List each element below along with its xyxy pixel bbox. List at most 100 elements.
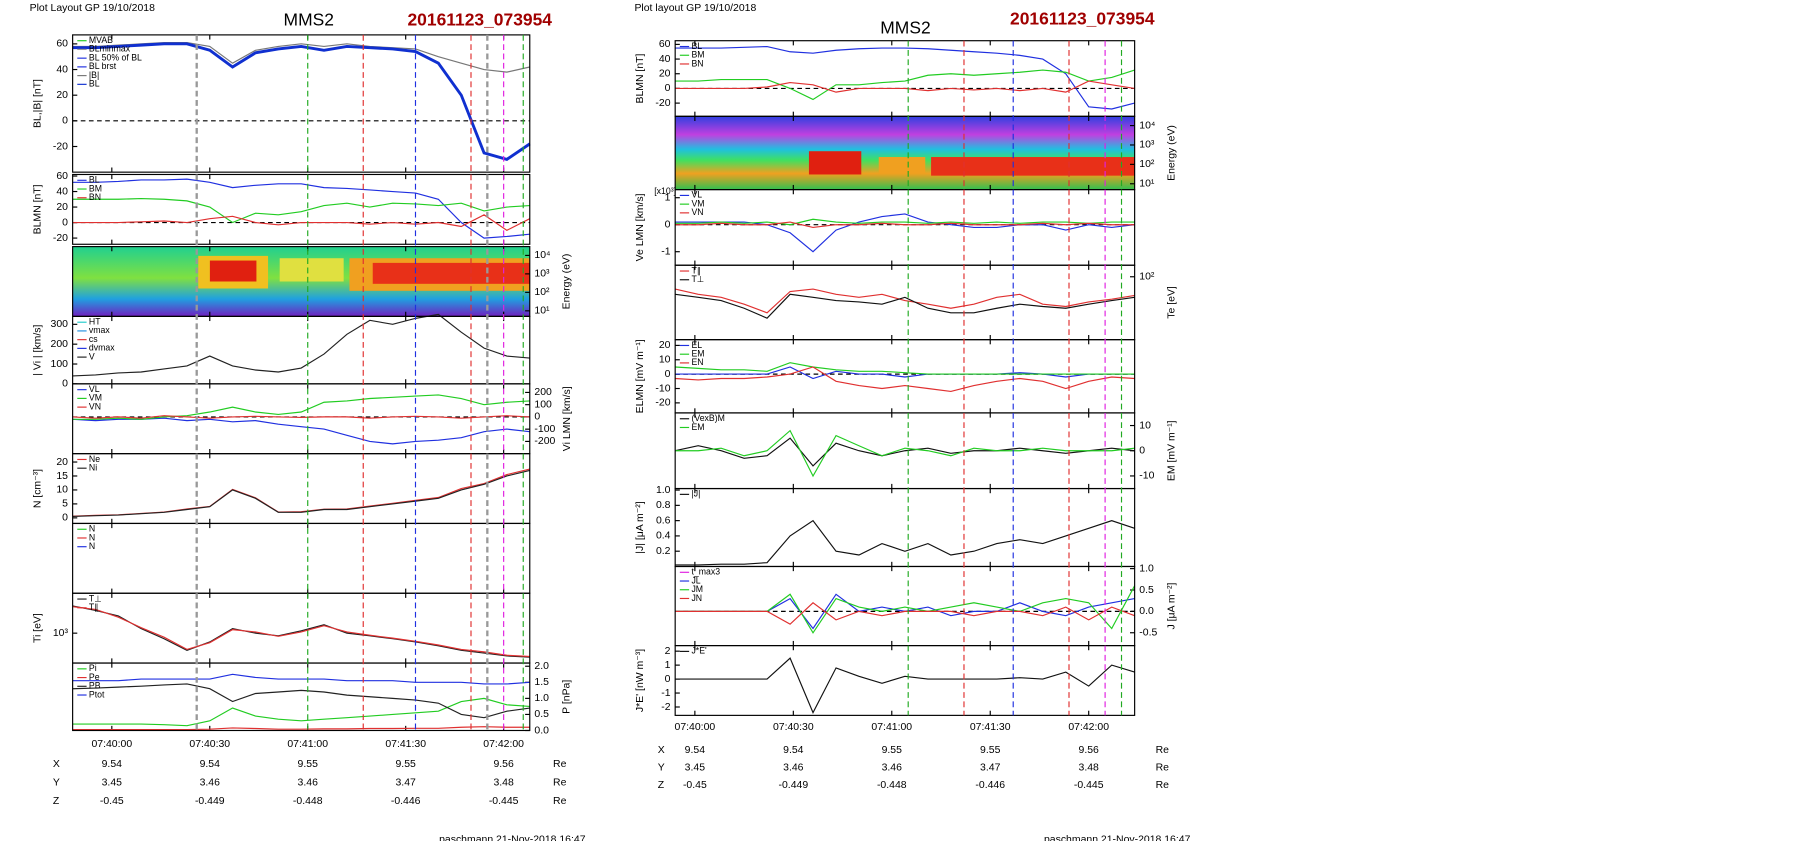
y-axis-label: BLMN [nT]: [635, 53, 646, 103]
legend-label: BL 50% of BL: [89, 52, 142, 62]
y-tick-label: -2: [661, 702, 670, 713]
x-tick-label: 07:40:30: [773, 722, 814, 733]
y-tick-label: 0.8: [656, 500, 671, 511]
ephemeris-value: -0.446: [975, 780, 1005, 791]
legend-label: |J|: [691, 489, 700, 499]
series-line: [675, 366, 1135, 380]
legend-label: BM: [89, 183, 102, 193]
y-tick-label: -20: [655, 98, 670, 109]
legend-label: EL: [691, 340, 702, 350]
panel-background: [675, 340, 1134, 413]
series-line: [72, 415, 530, 419]
legend-label: BL: [89, 175, 100, 185]
series-line: [675, 585, 1136, 634]
series-line: [72, 394, 530, 420]
legend-label: JN: [691, 593, 702, 603]
panel-frame: [72, 34, 531, 173]
series-line: [675, 366, 1135, 393]
series-line: [72, 197, 530, 224]
series-line: [72, 469, 530, 518]
y-tick-label: 0.2: [656, 546, 671, 557]
spectrogram-right: [675, 116, 1135, 190]
x-tick-label: 07:42:00: [483, 739, 524, 750]
panel-frame: [674, 487, 1136, 568]
ephemeris-name: X: [53, 759, 60, 770]
legend-label: VL: [691, 190, 702, 200]
y-tick-label: 10: [56, 485, 68, 496]
ephemeris-value: -0.448: [877, 780, 907, 791]
legend-label: JL: [691, 575, 700, 585]
panel: -2 -1 0 1 2 J*E' [nW m⁻³] J*E': [635, 644, 1136, 716]
ephemeris-value: 3.45: [102, 778, 123, 789]
y-tick-label: 200: [534, 387, 552, 398]
y-axis-label: ELMN [mV m⁻¹]: [635, 339, 646, 413]
legend-label: T⊥: [691, 274, 704, 284]
y-tick-label: 0: [665, 219, 671, 230]
ephemeris-value: 3.45: [685, 762, 706, 773]
legend-label: BN: [691, 58, 703, 68]
plot-header: Plot Layout GP 19/10/2018: [30, 3, 156, 14]
ephemeris-value: -0.45: [100, 796, 124, 807]
ephemeris-unit: Re: [1156, 762, 1170, 773]
legend-label: |B|: [89, 70, 99, 80]
y-tick-label: 1.0: [1139, 563, 1154, 574]
y-tick-label: 10⁴: [534, 250, 550, 261]
legend-label: dvmax: [89, 343, 115, 353]
y-axis-label: Vi LMN [km/s]: [562, 386, 573, 451]
legend-label: J*E': [691, 646, 707, 656]
series-line: [675, 218, 1135, 226]
ephemeris-value: 3.46: [298, 778, 319, 789]
y-tick-label: 0: [62, 217, 68, 228]
legend-label: BM: [691, 50, 704, 60]
ephemeris-unit: Re: [1156, 780, 1170, 791]
ephemeris-value: 9.55: [396, 759, 417, 770]
y-tick-label: 0.5: [534, 709, 549, 720]
y-tick-label: 0.6: [656, 515, 671, 526]
legend-label: Pi: [89, 663, 97, 673]
y-tick-label: 0.0: [1139, 606, 1154, 617]
y-axis-label: | Vi | [km/s]: [33, 324, 44, 375]
series-line: [72, 468, 530, 517]
ephemeris-unit: Re: [553, 759, 567, 770]
legend-label: BL brst: [89, 61, 117, 71]
y-tick-label: 10²: [1139, 272, 1155, 283]
y-tick-label: -200: [534, 436, 555, 447]
ephemeris-value: 9.55: [882, 745, 903, 756]
legend-label: V: [89, 351, 95, 361]
legend-label: VM: [691, 198, 704, 208]
spectrogram-left: [72, 246, 530, 317]
y-axis-label: J*E' [nW m⁻³]: [635, 649, 646, 712]
y-tick-label: 60: [56, 171, 68, 182]
legend-label: T⊥: [89, 593, 102, 603]
y-axis-label: Energy (eV): [1167, 125, 1178, 181]
y-tick-label: 0: [62, 513, 68, 524]
run-id: 20161123_073954: [1010, 8, 1155, 28]
panel-background: [675, 489, 1134, 567]
legend-label: (VexB)M: [691, 413, 724, 423]
ephemeris-value: 3.48: [1079, 762, 1100, 773]
y-tick-label: -1: [661, 688, 670, 699]
y-tick-label: 10: [659, 355, 671, 366]
y-tick-label: -20: [53, 233, 68, 244]
panel: NNN: [72, 522, 531, 594]
legend-label: T∥: [89, 602, 99, 612]
y-axis-label: BL,|B| [nT]: [33, 79, 44, 128]
series-line: [675, 69, 1135, 101]
y-tick-label: 0.5: [1139, 585, 1154, 596]
series-line: [675, 288, 1135, 314]
series-line: [72, 178, 530, 239]
y-tick-label: 10³: [53, 628, 69, 639]
panel-frame: [72, 173, 531, 245]
series-line: [72, 42, 531, 161]
ephemeris-unit: Re: [553, 778, 567, 789]
panel: 10¹ 10² 10³ 10⁴ Energy (eV): [674, 115, 1178, 191]
ephemeris-name: Y: [53, 778, 60, 789]
y-tick-label: 300: [51, 319, 69, 330]
legend-label: EM: [691, 422, 704, 432]
y-axis-label: BLMN [nT]: [33, 184, 44, 234]
legend-label: N: [89, 541, 95, 551]
panel-frame: [674, 189, 1136, 266]
panel-frame: [674, 40, 1136, 117]
